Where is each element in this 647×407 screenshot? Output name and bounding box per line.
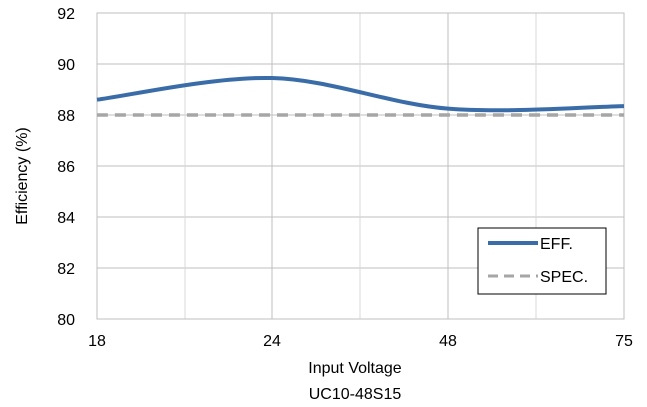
y-axis-title: Efficiency (%) (14, 127, 31, 225)
chart-subtitle: UC10-48S15 (309, 386, 402, 403)
x-tick-label: 75 (615, 333, 633, 350)
y-tick-label: 80 (57, 312, 75, 329)
y-tick-label: 92 (57, 6, 75, 23)
y-tick-label: 88 (57, 108, 75, 125)
x-tick-label: 48 (439, 333, 457, 350)
x-tick-label: 18 (88, 333, 106, 350)
plot-area-border (96, 12, 625, 320)
legend: EFF. SPEC. (477, 227, 607, 295)
x-axis-title: Input Voltage (308, 360, 402, 377)
legend-eff-label: EFF. (540, 236, 573, 253)
y-tick-label: 84 (57, 210, 75, 227)
series-layer (96, 76, 625, 117)
legend-box (477, 227, 607, 295)
legend-spec-label: SPEC. (540, 269, 588, 286)
x-tick-label: 24 (263, 333, 281, 350)
x-axis-tick-labels: 18 24 48 75 (88, 333, 633, 350)
series-eff-line (96, 76, 625, 113)
y-tick-label: 82 (57, 261, 75, 278)
y-tick-label: 90 (57, 57, 75, 74)
y-axis-tick-labels: 80 82 84 86 88 90 92 (57, 6, 75, 329)
y-tick-label: 86 (57, 159, 75, 176)
